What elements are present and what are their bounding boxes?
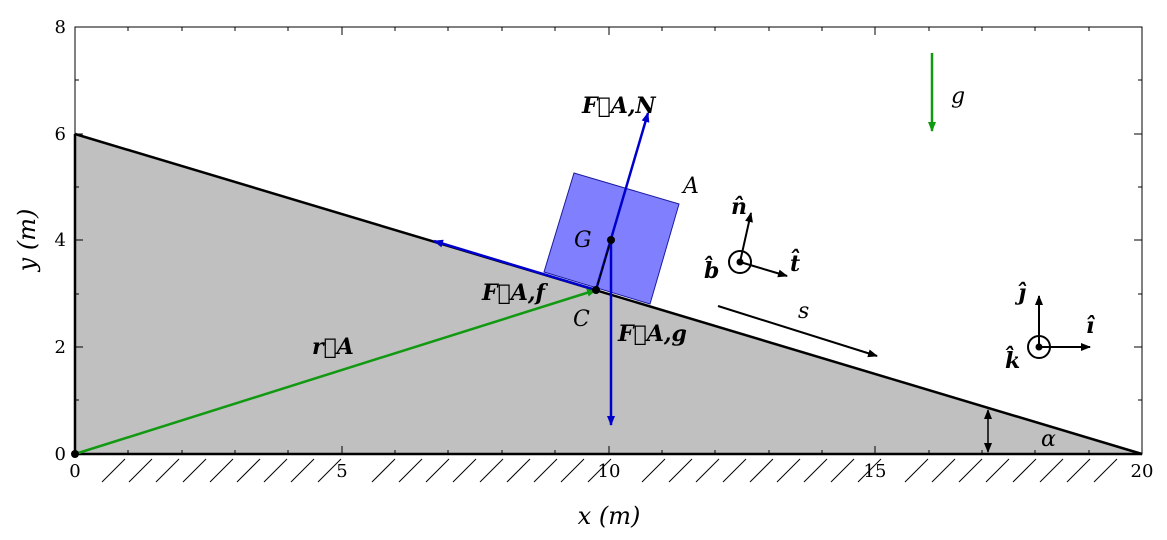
center-of-mass-g [607,236,615,244]
n-axis-label: n̂ [731,194,747,220]
n-axis-arrow [739,212,753,263]
b-axis-out-of-plane-icon [728,250,752,274]
y-axis-title: y (m) [13,209,41,273]
friction-force-arrow [433,239,597,292]
block-label: A [681,174,699,199]
arc-length-label: s [798,299,809,324]
y-tick-label: 4 [55,230,66,251]
x-tick-label: 15 [864,461,887,482]
x-axis-title: x (m) [578,502,641,530]
origin-point [71,450,79,458]
x-tick-label: 10 [598,461,621,482]
normal-force-label: F⃗A,N [581,93,657,119]
j-axis-label: ĵ [1014,280,1027,306]
position-vector-arrow [74,288,597,456]
t-axis-label: t̂ [790,249,800,277]
y-tick-label: 6 [55,124,66,145]
x-tick-label: 20 [1131,461,1154,482]
x-tick-label: 5 [336,461,347,482]
contact-point-label: C [573,307,590,332]
b-axis-label: b̂ [704,256,719,284]
contact-point-c [592,286,600,294]
x-tick-label: 0 [69,461,80,482]
global-frame [1027,295,1091,359]
k-axis-label: k̂ [1005,346,1020,374]
local-frame [728,212,788,278]
gravity-label: g [951,84,965,109]
position-vector-label: r⃗A [312,334,354,360]
i-axis-label: î [1086,313,1096,339]
y-tick-label: 8 [55,17,66,38]
t-axis-arrow [739,261,788,278]
gravity-force-label: F⃗A,g [617,321,687,347]
center-of-mass-label: G [574,228,592,253]
friction-force-label: F⃗A,f [481,280,549,306]
angle-label: α [1041,427,1056,452]
y-tick-label: 0 [55,444,66,465]
cg-connector [595,239,612,291]
k-axis-out-of-plane-icon [1027,335,1051,359]
incline-surface [74,132,1143,456]
y-axis-ticks [75,26,1142,455]
ground-hatching [101,458,1118,483]
y-tick-label: 2 [55,337,66,358]
arc-length-arrow [717,305,878,358]
